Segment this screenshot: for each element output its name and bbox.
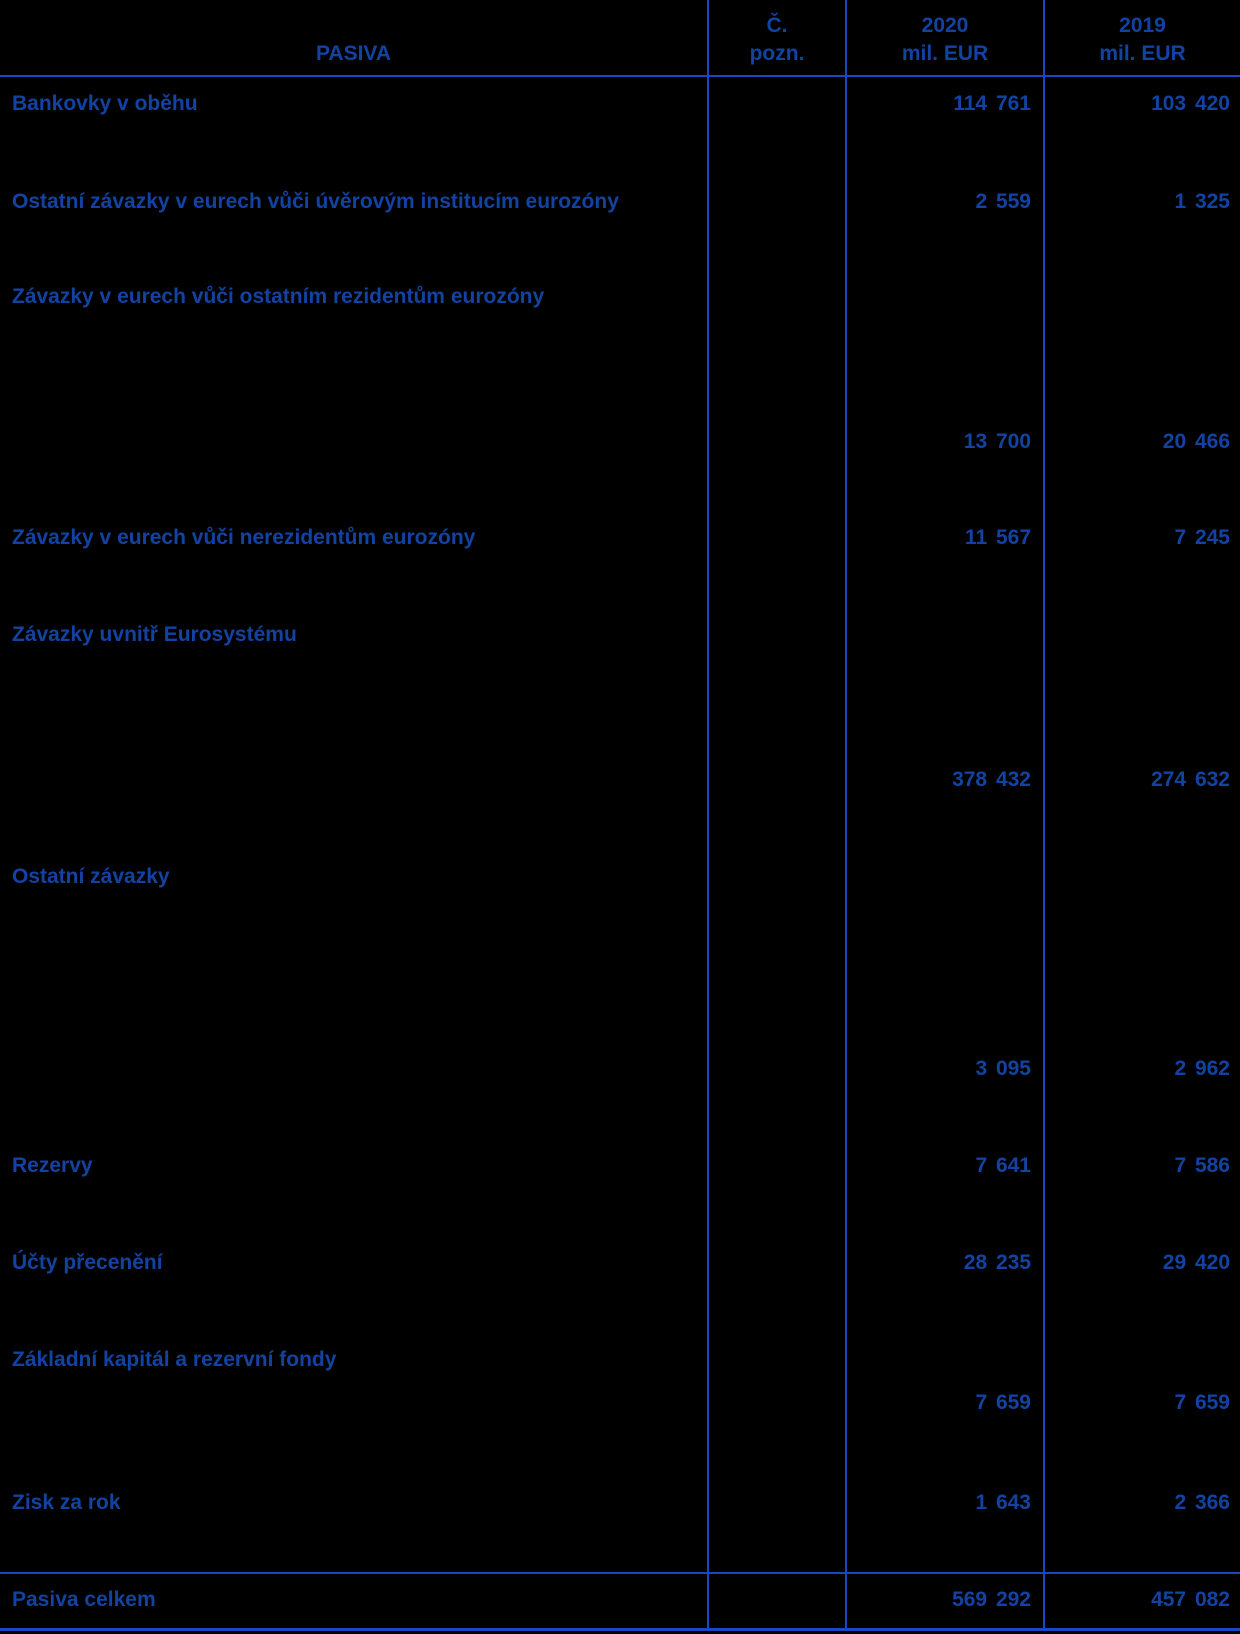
row-label: Pasiva celkem [12, 1588, 156, 1611]
row-label: Účty přecenění [12, 1251, 163, 1274]
row-label [12, 1389, 702, 1417]
header-divider-line [0, 75, 1240, 77]
table-row: Rezervy 7 641 7 586 [0, 1152, 1240, 1180]
row-value-2019 [1045, 283, 1230, 311]
table-row: Zisk za rok 1 643 2 366 [0, 1489, 1240, 1517]
row-value-2019: 7 586 [1174, 1154, 1230, 1177]
row-value-2020 [847, 1346, 1031, 1374]
row-note [709, 1489, 845, 1517]
row-label [12, 428, 702, 456]
table-row: 7 659 7 659 [0, 1389, 1240, 1417]
row-value-2020: 569 292 [952, 1588, 1031, 1611]
table-row: Závazky v eurech vůči nerezidentům euroz… [0, 524, 1240, 552]
row-note [709, 524, 845, 552]
row-note [709, 863, 845, 891]
row-value-2020 [847, 863, 1031, 891]
row-value-2020: 3 095 [975, 1057, 1031, 1080]
row-note [709, 1389, 845, 1417]
row-value-2020: 13 700 [963, 430, 1031, 453]
table-row: Závazky uvnitř Eurosystému [0, 621, 1240, 649]
row-note [709, 766, 845, 794]
header-pasiva: PASIVA [315, 42, 392, 65]
row-value-2019: 20 466 [1162, 430, 1230, 453]
row-value-2019: 2 366 [1174, 1491, 1230, 1514]
row-value-2020: 28 235 [963, 1251, 1031, 1274]
row-value-2019: 7 659 [1174, 1391, 1230, 1414]
row-label: Ostatní závazky [12, 865, 170, 888]
row-value-2020: 1 643 [975, 1491, 1031, 1514]
row-value-2019: 1 325 [1174, 190, 1230, 213]
row-value-2019: 7 245 [1174, 526, 1230, 549]
row-value-2020: 378 432 [952, 768, 1031, 791]
column-divider-note-2020 [845, 0, 847, 1631]
row-note [709, 283, 845, 311]
row-note [709, 90, 845, 118]
row-value-2019 [1045, 863, 1230, 891]
row-label: Ostatní závazky v eurech vůči úvěrovým i… [12, 190, 619, 213]
row-value-2019: 457 082 [1151, 1588, 1230, 1611]
row-value-2019: 103 420 [1151, 92, 1230, 115]
row-value-2019 [1045, 1346, 1230, 1374]
row-value-2020 [847, 621, 1031, 649]
row-note [709, 188, 845, 216]
row-label [12, 1055, 702, 1083]
table-row-total: Pasiva celkem 569 292 457 082 [0, 1586, 1240, 1614]
header-unit-2019: mil. EUR [1099, 42, 1186, 65]
bottom-border-line [0, 1628, 1240, 1631]
table-row: 13 700 20 466 [0, 428, 1240, 456]
row-note [709, 1346, 845, 1374]
row-note [709, 1249, 845, 1277]
row-label: Závazky v eurech vůči ostatním rezidentů… [12, 285, 545, 308]
column-divider-2020-2019 [1043, 0, 1045, 1631]
row-label: Bankovky v oběhu [12, 92, 198, 115]
header-note-line1: Č. [766, 14, 788, 37]
row-label: Zisk za rok [12, 1491, 121, 1514]
row-note [709, 1152, 845, 1180]
table-row: Ostatní závazky v eurech vůči úvěrovým i… [0, 188, 1240, 216]
total-divider-line [0, 1572, 1240, 1574]
row-value-2019: 274 632 [1151, 768, 1230, 791]
row-value-2020 [847, 283, 1031, 311]
row-label: Rezervy [12, 1154, 93, 1177]
row-value-2019: 2 962 [1174, 1057, 1230, 1080]
table-row: Účty přecenění 28 235 29 420 [0, 1249, 1240, 1277]
table-row: Základní kapitál a rezervní fondy [0, 1346, 1240, 1374]
row-value-2020: 7 641 [975, 1154, 1031, 1177]
row-note [709, 428, 845, 456]
row-label: Závazky uvnitř Eurosystému [12, 623, 297, 646]
header-unit-2020: mil. EUR [901, 42, 989, 65]
row-label [12, 766, 702, 794]
table-row: 378 432 274 632 [0, 766, 1240, 794]
row-label: Základní kapitál a rezervní fondy [12, 1348, 337, 1371]
row-note [709, 621, 845, 649]
table-row: Závazky v eurech vůči ostatním rezidentů… [0, 283, 1240, 311]
row-label: Závazky v eurech vůči nerezidentům euroz… [12, 526, 476, 549]
header-note-line2: pozn. [749, 42, 805, 65]
row-value-2020: 114 761 [953, 92, 1031, 115]
table-row: Bankovky v oběhu 114 761 103 420 [0, 90, 1240, 118]
column-divider-label-note [707, 0, 709, 1631]
row-note [709, 1586, 845, 1614]
row-value-2019: 29 420 [1162, 1251, 1230, 1274]
row-value-2020: 11 567 [964, 526, 1031, 549]
header-year-2020: 2020 [921, 14, 969, 37]
header-year-2019: 2019 [1119, 14, 1166, 37]
row-value-2019 [1045, 621, 1230, 649]
table-row: Ostatní závazky [0, 863, 1240, 891]
row-note [709, 1055, 845, 1083]
row-value-2020: 7 659 [975, 1391, 1031, 1414]
table-row: 3 095 2 962 [0, 1055, 1240, 1083]
row-value-2020: 2 559 [975, 190, 1031, 213]
